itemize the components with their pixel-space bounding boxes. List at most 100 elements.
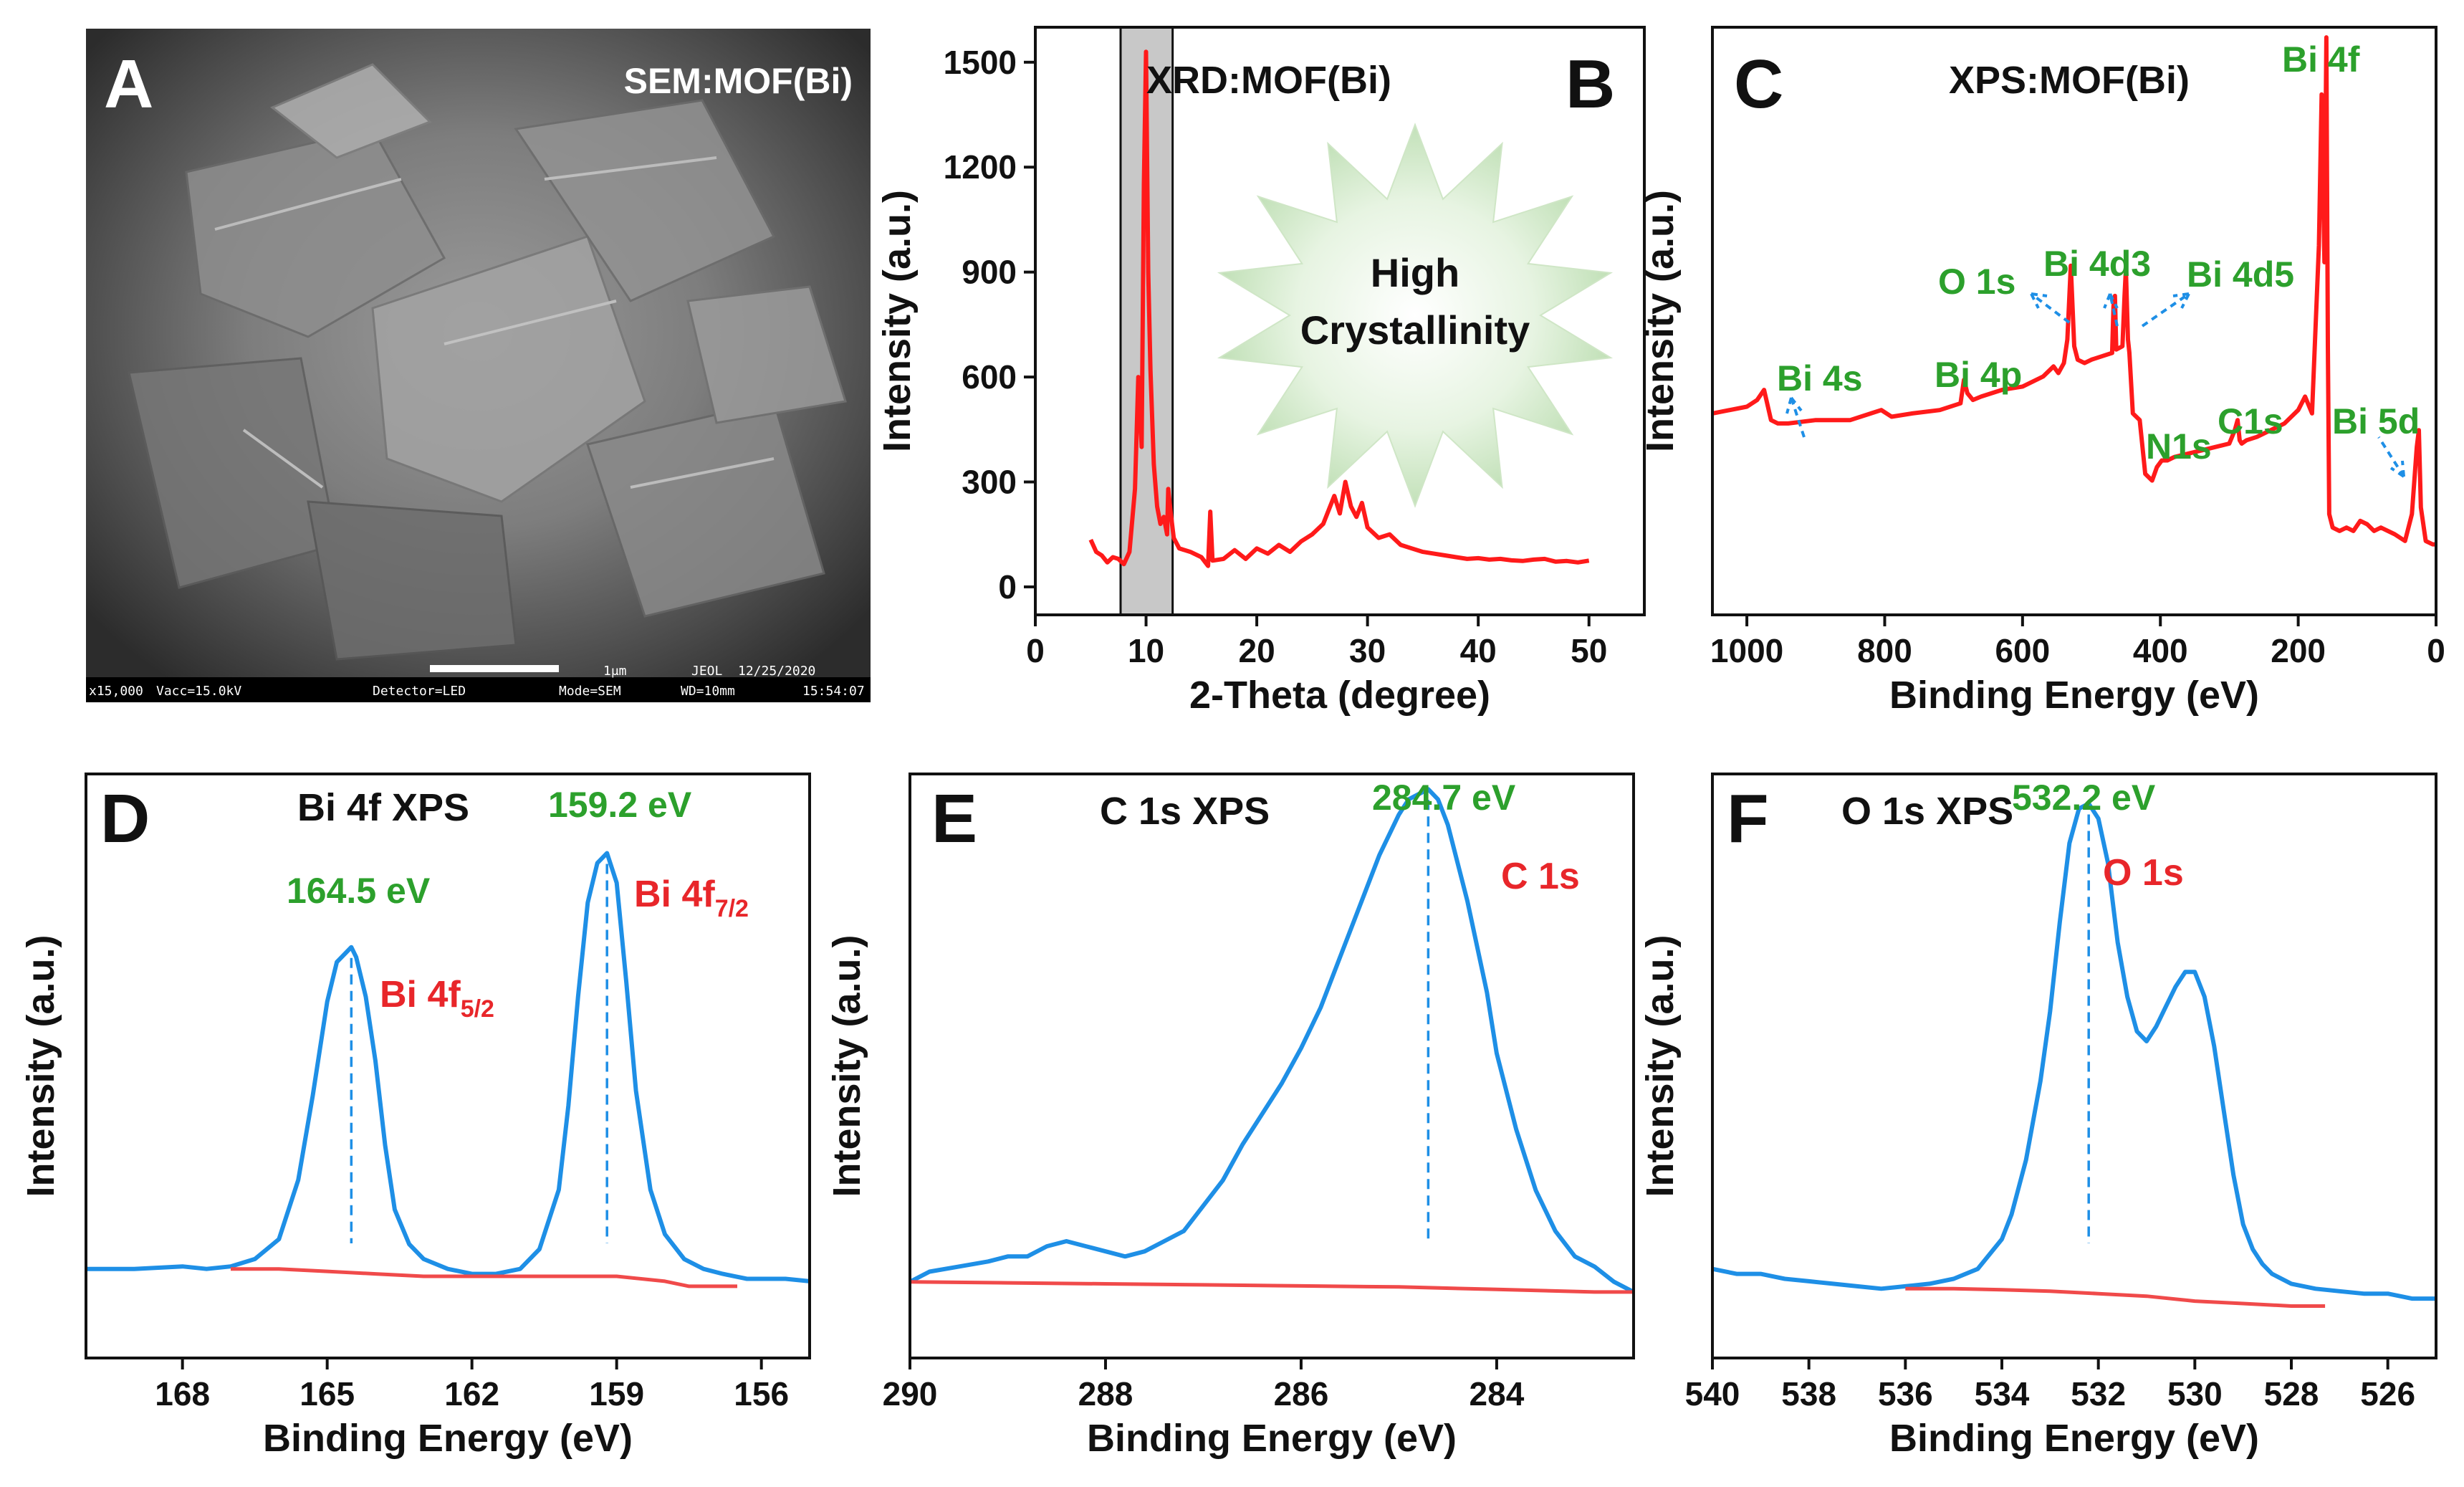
x-tick-label: 288 bbox=[1078, 1375, 1133, 1412]
xrd-chart: 0 10 20 30 40 50 0 300 600 900 1200 1500 2-Theta (de… bbox=[876, 26, 1646, 717]
x-tick-label: 286 bbox=[1274, 1375, 1329, 1412]
y-tick-label: 900 bbox=[962, 254, 1017, 291]
sem-detector: Detector=LED bbox=[373, 684, 466, 699]
bi4f-chart: 168 165 162 159 156 Binding Energy (eV) Intens… bbox=[19, 773, 811, 1460]
label-c1s-e: C 1s bbox=[1501, 856, 1580, 897]
series-line-2 bbox=[231, 1267, 737, 1288]
x-tick-label: 540 bbox=[1685, 1375, 1740, 1412]
chart-title: Bi 4f XPS bbox=[297, 786, 469, 829]
burst-text-line2: Crystallinity bbox=[1300, 307, 1530, 353]
sem-scale-label: 1μm bbox=[603, 664, 627, 679]
crystallinity-burst bbox=[1217, 123, 1614, 508]
plot-frame bbox=[909, 773, 1635, 1359]
sem-time: 15:54:07 bbox=[802, 684, 865, 699]
y-axis-title: Intensity (a.u.) bbox=[825, 934, 868, 1197]
label-c1s: C1s bbox=[2218, 401, 2283, 441]
panel-c-letter: C bbox=[1734, 46, 1783, 123]
series-line-1 bbox=[86, 851, 810, 1283]
sem-info-bar bbox=[86, 677, 871, 702]
y-tick-label: 1200 bbox=[944, 148, 1017, 186]
burst-text-line1: High bbox=[1371, 250, 1459, 295]
x-axis-title: Binding Energy (eV) bbox=[263, 1417, 633, 1460]
series-line-1 bbox=[1088, 49, 1590, 568]
x-tick-label: 528 bbox=[2264, 1375, 2319, 1412]
series-line-1 bbox=[1712, 801, 2436, 1301]
panel-a-title: SEM:MOF(Bi) bbox=[624, 61, 853, 101]
x-tick-label: 290 bbox=[883, 1375, 938, 1412]
x-tick-label: 538 bbox=[1781, 1375, 1836, 1412]
label-bi4s: Bi 4s bbox=[1777, 358, 1863, 398]
panel-a: 1μm JEOL 12/25/2020 x15,000 Vacc=15.0kV … bbox=[86, 29, 871, 702]
panel-b-letter: B bbox=[1566, 46, 1615, 123]
label-o1s: O 1s bbox=[1938, 262, 2015, 302]
x-tick-label: 30 bbox=[1349, 632, 1386, 669]
series-line-1 bbox=[1712, 35, 2436, 547]
burst-shape bbox=[1217, 123, 1614, 508]
x-tick-label: 600 bbox=[1995, 632, 2050, 669]
y-tick-label: 1500 bbox=[944, 44, 1017, 81]
x-tick-label: 800 bbox=[1857, 632, 1912, 669]
sem-wd: WD=10mm bbox=[681, 684, 735, 699]
plot-frame bbox=[1711, 26, 2437, 616]
x-tick-label: 40 bbox=[1460, 632, 1497, 669]
chart-title: C 1s XPS bbox=[1100, 790, 1270, 833]
label-bi4f-72-sub: 7/2 bbox=[715, 895, 749, 922]
x-tick-label: 200 bbox=[2271, 632, 2326, 669]
plot-frame bbox=[1034, 26, 1646, 616]
y-tick-label: 0 bbox=[998, 568, 1017, 606]
plot-frame bbox=[1711, 773, 2437, 1359]
x-tick-label: 400 bbox=[2133, 632, 2188, 669]
panel-d: 168 165 162 159 156 Binding Energy (eV) Intens… bbox=[19, 773, 811, 1460]
label-bi4f-52: Bi 4f5/2 bbox=[380, 974, 494, 1023]
x-tick-label: 536 bbox=[1878, 1375, 1933, 1412]
series-line-2 bbox=[909, 1280, 1634, 1294]
x-axis-title: 2-Theta (degree) bbox=[1189, 674, 1490, 717]
x-tick-label: 284 bbox=[1470, 1375, 1525, 1412]
c1s-chart: 290 288 286 284 Binding Energy (eV) Intensity… bbox=[825, 773, 1635, 1460]
label-bi4f: Bi 4f bbox=[2282, 39, 2360, 80]
x-tick-label: 530 bbox=[2167, 1375, 2223, 1412]
peak-label-532: 532.2 eV bbox=[2012, 778, 2156, 818]
panel-e-letter: E bbox=[931, 780, 977, 857]
x-tick-label: 1000 bbox=[1710, 632, 1783, 669]
label-bi4f-72-main: Bi 4f bbox=[634, 874, 715, 915]
chart-title: O 1s XPS bbox=[1841, 790, 2013, 833]
panel-c: 1000 800 600 400 200 0 Binding Energy (eV) Inte… bbox=[1639, 26, 2445, 717]
series-line-1 bbox=[909, 787, 1635, 1294]
label-n1s: N1s bbox=[2146, 426, 2212, 467]
peak-label-164: 164.5 eV bbox=[287, 871, 431, 911]
label-bi4p: Bi 4p bbox=[1935, 355, 2022, 395]
sem-scale-bar bbox=[430, 665, 559, 672]
sem-vacc: Vacc=15.0kV bbox=[156, 684, 241, 699]
x-tick-label: 0 bbox=[1026, 632, 1045, 669]
label-bi4d5: Bi 4d5 bbox=[2187, 254, 2294, 295]
peak-label-284: 284.7 eV bbox=[1372, 778, 1516, 818]
x-tick-label: 20 bbox=[1239, 632, 1275, 669]
x-tick-label: 534 bbox=[1975, 1375, 2030, 1412]
y-tick-label: 600 bbox=[962, 358, 1017, 396]
panel-e: 290 288 286 284 Binding Energy (eV) Intensity… bbox=[825, 773, 1635, 1460]
panel-d-letter: D bbox=[100, 780, 150, 857]
x-tick-label: 532 bbox=[2071, 1375, 2126, 1412]
sem-date: 12/25/2020 bbox=[738, 664, 815, 679]
y-tick-label: 300 bbox=[962, 464, 1017, 501]
xps-survey-chart: 1000 800 600 400 200 0 Binding Energy (eV) Inte… bbox=[1639, 26, 2445, 717]
x-axis-title: Binding Energy (eV) bbox=[1889, 674, 2259, 717]
x-tick-label: 50 bbox=[1571, 632, 1607, 669]
y-axis-title: Intensity (a.u.) bbox=[19, 934, 62, 1197]
x-axis-title: Binding Energy (eV) bbox=[1889, 1417, 2259, 1460]
x-tick-label: 10 bbox=[1128, 632, 1164, 669]
series-line-2 bbox=[1905, 1286, 2326, 1308]
x-tick-label: 0 bbox=[2427, 632, 2445, 669]
label-bi4f-52-sub: 5/2 bbox=[461, 995, 494, 1023]
x-axis-title: Binding Energy (eV) bbox=[1087, 1417, 1457, 1460]
label-bi4f-72: Bi 4f7/2 bbox=[634, 874, 749, 922]
plot-frame bbox=[85, 773, 811, 1359]
sem-brand: JEOL bbox=[691, 664, 723, 679]
x-tick-label: 526 bbox=[2360, 1375, 2415, 1412]
y-axis-title: Intensity (a.u.) bbox=[876, 190, 919, 452]
panel-f-letter: F bbox=[1727, 780, 1769, 857]
o1s-chart: 540 538 536 534 532 530 528 526 Binding Energy (… bbox=[1639, 773, 2437, 1460]
survey-annotation-arrows bbox=[1785, 292, 2405, 478]
panel-a-letter: A bbox=[104, 46, 153, 123]
